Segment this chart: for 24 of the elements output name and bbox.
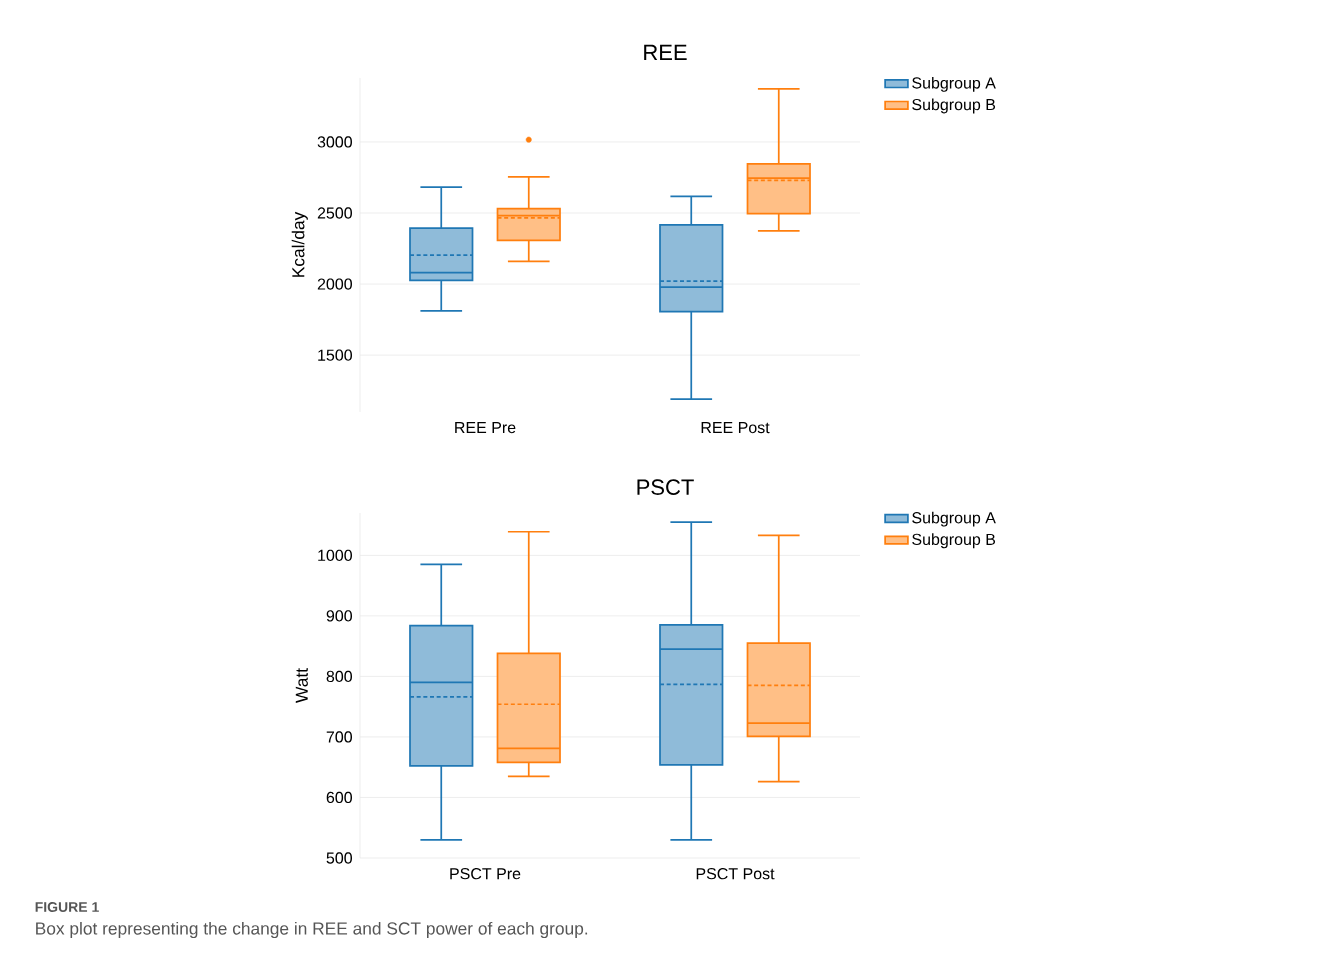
chart-title: REE <box>644 44 687 60</box>
legend-label: Subgroup B <box>912 98 996 114</box>
x-tick-label: PSCT Pre <box>450 868 521 880</box>
x-tick-label: REE Post <box>701 422 770 434</box>
text: Box plot representing the change in REE and SCT power of each group. <box>36 921 588 939</box>
y-tick-label: 2000 <box>317 278 352 290</box>
y-tick-label: 500 <box>326 852 353 864</box>
y-tick-label: 800 <box>326 670 353 683</box>
x-tick-label: PSCT Post <box>696 868 775 880</box>
y-tick-label: 900 <box>326 610 353 622</box>
chart-title: PSCT <box>637 479 694 495</box>
y-axis-title: Kcal/day <box>291 211 308 277</box>
y-tick-label: 600 <box>326 791 353 804</box>
y-axis-title: Watt <box>295 668 308 703</box>
legend-label: Subgroup B <box>912 533 996 549</box>
y-tick-label: 700 <box>326 731 353 743</box>
y-tick-label: 1500 <box>318 349 352 361</box>
x-tick-label: REE Pre <box>455 422 516 434</box>
y-tick-label: 3000 <box>317 136 352 148</box>
legend-label: Subgroup A <box>912 511 996 527</box>
y-tick-label: 1000 <box>318 549 352 562</box>
legend-label: Subgroup A <box>912 76 996 92</box>
y-tick-label: 2500 <box>317 207 352 219</box>
caption: FIGURE 1 <box>35 902 99 912</box>
